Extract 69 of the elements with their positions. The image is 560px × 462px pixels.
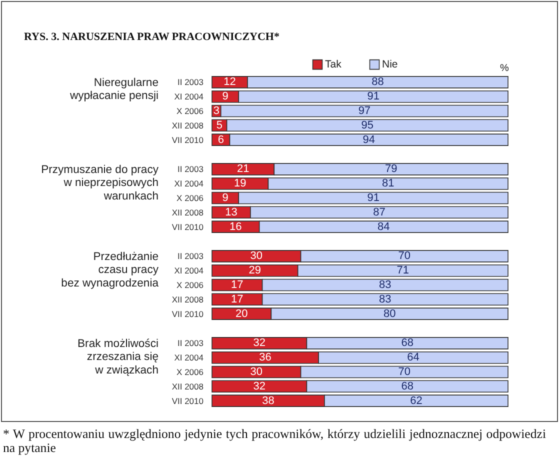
text: * W procentowaniu uwzględniono jedynie tych pracowników, którzy udzielili jednoznacznej odpowiedzi na pytanie [3,426,546,454]
y-tick-label: X 2006 [176,366,204,377]
data-label: 16 [230,220,242,233]
data-label: 84 [378,220,390,233]
legend-label: Tak [325,58,342,70]
y-tick-label: X 2006 [176,106,204,116]
y-tick-label: X 2006 [176,192,204,203]
data-label: 68 [401,336,414,349]
data-label: 91 [367,192,380,204]
y-tick-label: XI 2004 [174,91,204,102]
data-label: 12 [224,76,236,88]
y-tick-label: VII 2010 [172,396,204,406]
data-label: 21 [236,162,250,175]
data-label: 80 [383,308,396,320]
y-axis-title: Przymuszanie do pracy w nieprzepisowych warunkach [41,164,159,202]
data-label: 70 [398,366,411,378]
data-label: 13 [225,206,238,218]
y-tick-label: XI 2004 [174,352,204,362]
y-tick-label: VII 2010 [172,308,204,319]
y-tick-label: II 2003 [178,338,204,348]
data-label: 17 [231,293,244,306]
y-tick-label: X 2006 [176,280,204,290]
y-tick-label: XII 2008 [172,207,204,218]
data-label: 17 [231,278,244,291]
text: % [500,62,509,74]
y-tick-label: XII 2008 [172,381,204,392]
data-label: 83 [379,293,392,306]
data-label: 70 [398,250,411,262]
y-tick-label: II 2003 [178,76,204,87]
data-label: 83 [379,278,392,291]
data-label: 29 [248,264,262,276]
data-label: 19 [234,177,246,190]
data-label: 91 [367,90,380,102]
chart-title: RYS. 3. NARUSZENIA PRAW PRACOWNICZYCH* [24,31,280,43]
y-tick-label: XI 2004 [174,265,204,276]
data-label: 81 [382,177,394,190]
y-tick-label: XII 2008 [172,120,204,130]
data-label: 36 [259,351,272,364]
data-label: 38 [262,394,274,407]
y-tick-label: II 2003 [178,250,204,261]
data-label: 32 [253,336,266,349]
data-label: 87 [373,206,386,218]
data-label: 62 [410,394,422,407]
data-label: 30 [250,250,263,262]
y-tick-label: XII 2008 [172,294,204,304]
data-label: 9 [222,192,228,204]
data-label: 94 [362,134,376,146]
y-tick-label: II 2003 [178,164,204,174]
data-label: 3 [213,104,220,117]
data-label: 71 [396,264,410,276]
data-label: 20 [235,308,248,320]
y-axis-title: Nieregularne wypłacanie pensji [68,76,158,102]
data-label: 5 [216,119,222,132]
data-label: 30 [250,366,263,378]
y-tick-label: VII 2010 [172,134,204,145]
y-axis-title: Przedłużanie czasu pracy bez wynagrodzenia [61,250,160,290]
y-tick-label: VII 2010 [172,222,204,232]
data-label: 9 [222,90,228,102]
data-label: 79 [384,162,398,175]
data-label: 68 [401,380,414,392]
data-label: 97 [358,104,371,117]
legend-label: Nie [382,58,398,70]
data-label: 95 [361,119,374,132]
y-tick-label: XI 2004 [174,178,204,188]
y-axis-title: Brak możliwości zrzeszania się w związkach [78,338,158,376]
data-label: 32 [253,380,266,392]
data-label: 88 [372,76,384,88]
data-label: 64 [407,351,420,364]
data-label: 6 [218,134,224,146]
